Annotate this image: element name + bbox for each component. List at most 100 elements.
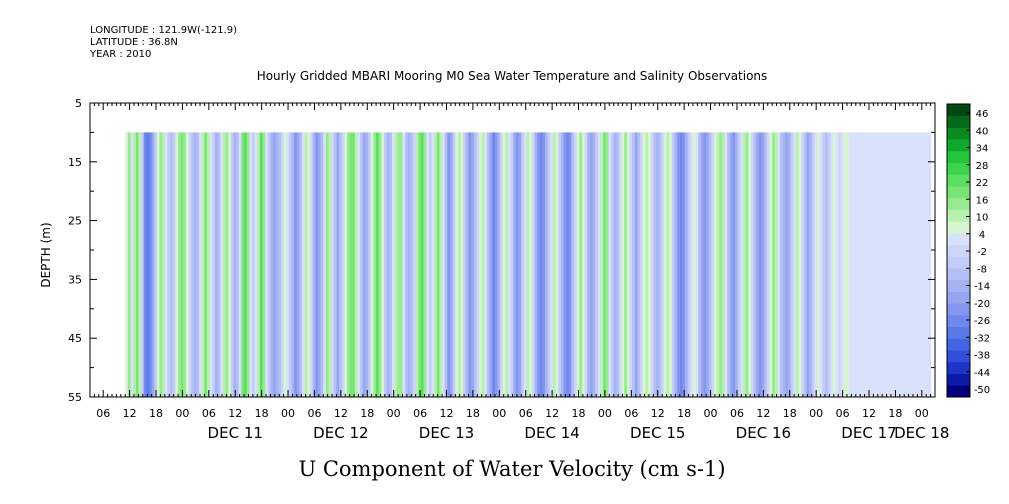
heatmap-cell xyxy=(589,132,594,397)
heatmap-cell xyxy=(692,132,697,397)
heatmap-cell xyxy=(233,132,237,397)
heatmap-cell xyxy=(336,132,340,397)
heatmap-cell xyxy=(450,132,454,397)
colorbar-segment xyxy=(947,221,970,234)
heatmap-cell xyxy=(376,132,380,397)
heatmap-cell xyxy=(246,132,250,397)
heatmap-cell xyxy=(251,132,256,397)
colorbar-segment xyxy=(947,150,970,163)
heatmap-cell xyxy=(389,132,393,397)
heatmap-cell xyxy=(605,132,610,397)
heatmap-cell xyxy=(249,132,253,397)
heatmap-cell xyxy=(505,132,509,397)
heatmap-cell xyxy=(394,132,398,397)
heatmap-cell xyxy=(399,132,404,397)
heatmap-cell xyxy=(479,132,483,397)
heatmap-cell xyxy=(471,132,475,397)
heatmap-cell xyxy=(835,132,839,397)
heatmap-cell xyxy=(537,132,541,397)
heatmap-cell xyxy=(563,132,567,397)
heatmap-cell xyxy=(178,132,182,397)
heatmap-cell xyxy=(167,132,171,397)
heatmap-cell xyxy=(700,132,705,397)
heatmap-layer xyxy=(125,132,932,397)
colorbar-label: -44 xyxy=(974,368,990,379)
x-day-label: DEC 13 xyxy=(419,424,474,442)
x-tick-label: 18 xyxy=(466,407,480,420)
heatmap-cell xyxy=(302,132,306,397)
heatmap-cell xyxy=(238,132,242,397)
heatmap-cell xyxy=(695,132,699,397)
heatmap-cell xyxy=(587,132,591,397)
axes-layer: 06 12 18 00 06 12 18 00 06 12 18 00 06 12 18 00 06 12 18 00… xyxy=(68,97,949,442)
x-day-label: DEC 16 xyxy=(736,424,791,442)
heatmap-cell xyxy=(410,132,414,397)
heatmap-cell xyxy=(325,132,330,397)
heatmap-cell xyxy=(207,132,211,397)
heatmap-cell xyxy=(244,132,248,397)
heatmap-cell xyxy=(576,132,580,397)
heatmap-cell xyxy=(323,132,327,397)
heatmap-cell xyxy=(774,132,779,397)
heatmap-cell xyxy=(286,132,290,397)
colorbar-label: -8 xyxy=(977,264,987,275)
heatmap-cell xyxy=(230,132,235,397)
heatmap-cell xyxy=(236,132,240,397)
heatmap-cell xyxy=(431,132,435,397)
colorbar: 46 40 34 28 22 16 10 4 -2 -8 -14 -20 -26 -32 -38 -44 -50 xyxy=(946,103,990,398)
x-tick-label: 18 xyxy=(783,407,797,420)
heatmap-cell xyxy=(265,132,269,397)
x-tick-label: 06 xyxy=(624,407,638,420)
heatmap-cell xyxy=(476,132,480,397)
heatmap-cell xyxy=(685,132,689,397)
x-day-label: DEC 17 xyxy=(841,424,896,442)
heatmap-cell xyxy=(732,132,736,397)
heatmap-cell xyxy=(278,132,282,397)
x-tick-label: 00 xyxy=(809,407,823,420)
heatmap-cell xyxy=(764,132,768,397)
heatmap-cell xyxy=(655,132,660,397)
heatmap-cell xyxy=(550,132,554,397)
heatmap-cell xyxy=(766,132,771,397)
heatmap-cell xyxy=(640,132,644,397)
heatmap-cell xyxy=(439,132,443,397)
heatmap-cell xyxy=(547,132,551,397)
heatmap-cell xyxy=(405,132,409,397)
y-axis-label: DEPTH (m) xyxy=(39,222,53,287)
colorbar-segment xyxy=(947,373,970,386)
heatmap-cell xyxy=(481,132,485,397)
heatmap-cell xyxy=(349,132,353,397)
heatmap-cell xyxy=(500,132,504,397)
heatmap-cell xyxy=(753,132,757,397)
heatmap-cell xyxy=(257,132,261,397)
y-tick-label: 35 xyxy=(68,273,82,286)
heatmap-cell xyxy=(674,132,678,397)
heatmap-cell xyxy=(209,132,213,397)
heatmap-cell xyxy=(811,132,816,397)
heatmap-cell xyxy=(687,132,691,397)
y-tick-label: 5 xyxy=(75,97,82,110)
heatmap-cell xyxy=(354,132,359,397)
heatmap-cell xyxy=(164,132,169,397)
x-tick-label: 06 xyxy=(96,407,110,420)
heatmap-cell xyxy=(320,132,324,397)
heatmap-cell xyxy=(288,132,293,397)
colorbar-segment xyxy=(947,209,970,222)
x-tick-label: 12 xyxy=(228,407,242,420)
colorbar-label: 46 xyxy=(976,109,989,120)
heatmap-cell xyxy=(608,132,612,397)
colorbar-segment xyxy=(947,338,970,351)
heatmap-cell xyxy=(135,132,140,397)
heatmap-cell xyxy=(436,132,441,397)
heatmap-cell xyxy=(526,132,530,397)
colorbar-label: 28 xyxy=(976,161,989,172)
heatmap-cell xyxy=(339,132,343,397)
heatmap-cell xyxy=(793,132,797,397)
heatmap-cell xyxy=(423,132,427,397)
latitude-label: LATITUDE : 36.8N xyxy=(90,37,178,48)
heatmap-cell xyxy=(138,132,142,397)
heatmap-cell xyxy=(267,132,272,397)
heatmap-cell xyxy=(523,132,528,397)
x-tick-label: 18 xyxy=(677,407,691,420)
